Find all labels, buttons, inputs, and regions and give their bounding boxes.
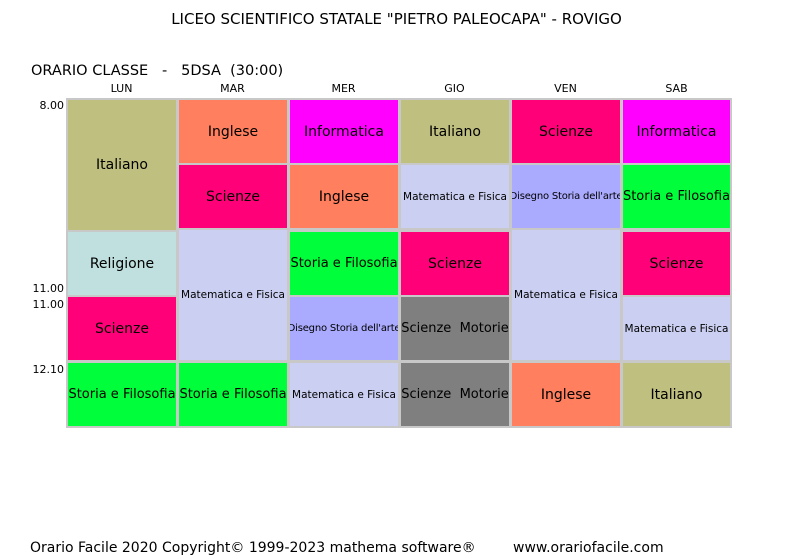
time-label: 11.00	[32, 298, 65, 311]
class-heading: ORARIO CLASSE - 5DSA (30:00)	[31, 63, 284, 79]
lesson-cell[interactable]: Inglese	[290, 165, 398, 228]
lesson-cell[interactable]: Italiano	[623, 363, 730, 426]
lesson-cell[interactable]: Scienze	[179, 165, 287, 228]
lesson-cell[interactable]: Scienze	[623, 232, 730, 295]
lesson-cell[interactable]: Scienze	[68, 297, 176, 360]
lesson-cell[interactable]: Storia e Filosofia	[68, 363, 176, 426]
footer-copyright: Orario Facile 2020 Copyright© 1999-2023 …	[30, 540, 476, 556]
timetable-grid: Italiano Religione Scienze Storia e Filo…	[66, 98, 732, 428]
lesson-cell[interactable]: Informatica	[290, 100, 398, 163]
lesson-cell[interactable]: Scienze Motorie	[401, 297, 509, 360]
lesson-cell[interactable]: Religione	[68, 232, 176, 295]
lesson-cell[interactable]: Matematica e Fisica	[623, 297, 730, 360]
time-label: 11.00	[32, 282, 65, 295]
footer-website-link[interactable]: www.orariofacile.com	[513, 540, 664, 556]
time-label: 12.10	[32, 363, 65, 376]
day-header-mar: MAR	[220, 82, 245, 95]
lesson-cell[interactable]: Matematica e Fisica	[401, 165, 509, 228]
lesson-cell[interactable]: Matematica e Fisica	[290, 363, 398, 426]
lesson-cell[interactable]: Informatica	[623, 100, 730, 163]
time-label: 8.00	[39, 99, 65, 112]
lesson-cell[interactable]: Italiano	[401, 100, 509, 163]
lesson-cell[interactable]: Matematica e Fisica	[512, 230, 620, 360]
day-header-ven: VEN	[554, 82, 577, 95]
day-header-lun: LUN	[110, 82, 133, 95]
day-header-gio: GIO	[444, 82, 465, 95]
lesson-cell[interactable]: Storia e Filosofia	[290, 232, 398, 295]
lesson-cell[interactable]: Storia e Filosofia	[179, 363, 287, 426]
lesson-cell[interactable]: Scienze Motorie	[401, 363, 509, 426]
day-header-mer: MER	[331, 82, 356, 95]
lesson-cell[interactable]: Scienze	[401, 232, 509, 295]
lesson-cell[interactable]: Inglese	[512, 363, 620, 426]
lesson-cell[interactable]: Disegno Storia dell'arte	[512, 165, 620, 228]
lesson-cell[interactable]: Matematica e Fisica	[179, 230, 287, 360]
lesson-cell[interactable]: Italiano	[68, 100, 176, 230]
lesson-cell[interactable]: Inglese	[179, 100, 287, 163]
lesson-cell[interactable]: Disegno Storia dell'arte	[290, 297, 398, 360]
lesson-cell[interactable]: Scienze	[512, 100, 620, 163]
lesson-cell[interactable]: Storia e Filosofia	[623, 165, 730, 228]
day-header-sab: SAB	[665, 82, 688, 95]
school-title: LICEO SCIENTIFICO STATALE "PIETRO PALEOC…	[171, 10, 622, 28]
